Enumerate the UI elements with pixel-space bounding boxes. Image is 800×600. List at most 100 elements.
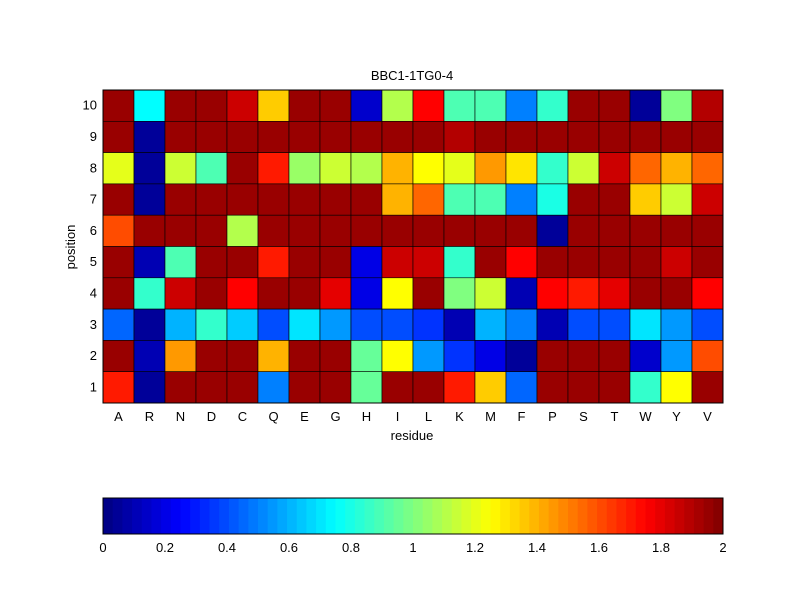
heatmap-cell [412, 371, 445, 404]
heatmap-cell [691, 308, 724, 341]
heatmap-cell [350, 246, 383, 279]
heatmap-cell [691, 277, 724, 310]
heatmap-cell [629, 183, 662, 216]
colorbar-swatch [335, 498, 346, 534]
colorbar-tick-label: 0.6 [280, 540, 298, 555]
heatmap-cell [536, 121, 569, 153]
y-tick-label: 10 [83, 98, 97, 113]
heatmap-cell [536, 246, 569, 279]
colorbar-swatch [655, 498, 666, 534]
heatmap-cell [164, 89, 197, 122]
heatmap-cell [567, 277, 600, 310]
heatmap-cell [133, 183, 166, 216]
heatmap-cell [350, 308, 383, 341]
heatmap-cell [691, 246, 724, 279]
heatmap-cell [691, 214, 724, 247]
heatmap-cell [226, 183, 259, 216]
heatmap-cell [567, 152, 600, 185]
heatmap-cell [629, 246, 662, 279]
colorbar-swatch [287, 498, 298, 534]
heatmap-cell [319, 277, 352, 310]
heatmap-cell [319, 371, 352, 404]
heatmap-cell [443, 371, 476, 404]
colorbar-swatch [538, 498, 550, 534]
colorbar-swatch [461, 498, 472, 534]
heatmap-cell [412, 214, 445, 247]
heatmap-cell [505, 152, 538, 185]
colorbar-tick-label: 1.6 [590, 540, 608, 555]
y-tick-label: 5 [90, 254, 97, 269]
colorbar-swatch [471, 498, 482, 534]
colorbar-swatch [393, 498, 404, 534]
heatmap-cell [133, 121, 166, 153]
colorbar-swatch [606, 498, 617, 534]
heatmap-cell [195, 340, 228, 372]
colorbar-swatch [161, 498, 172, 534]
heatmap-cell [474, 371, 507, 404]
heatmap-cell [536, 340, 569, 372]
heatmap-cell [629, 214, 662, 247]
colorbar-tick-label: 1.4 [528, 540, 546, 555]
colorbar-swatch [170, 498, 181, 534]
heatmap-cell [288, 89, 321, 122]
colorbar-swatch [645, 498, 656, 534]
x-tick-label: P [548, 409, 557, 424]
heatmap-cell [443, 246, 476, 279]
heatmap-cell [412, 340, 445, 372]
heatmap-cell [474, 340, 507, 372]
heatmap-cell [412, 89, 445, 122]
x-tick-label: W [639, 409, 652, 424]
heatmap-cell [691, 183, 724, 216]
x-tick-label: S [579, 409, 588, 424]
heatmap-cell [102, 277, 135, 310]
heatmap-cell [412, 277, 445, 310]
heatmap-cell [505, 277, 538, 310]
heatmap-cell [164, 152, 197, 185]
heatmap-cell [691, 89, 724, 122]
heatmap-cell [288, 246, 321, 279]
heatmap-cell [505, 340, 538, 372]
heatmap-cell [629, 340, 662, 372]
heatmap-cell [288, 121, 321, 153]
heatmap-cell [474, 183, 507, 216]
heatmap-cell [598, 246, 631, 279]
heatmap-cell [257, 246, 290, 279]
heatmap-cell [412, 246, 445, 279]
y-tick-label: 7 [90, 192, 97, 207]
heatmap-cell [474, 121, 507, 153]
heatmap-cell [598, 89, 631, 122]
colorbar-swatch [122, 498, 133, 534]
colorbar-swatch [703, 498, 714, 534]
x-tick-label: H [362, 409, 371, 424]
heatmap-cell [598, 152, 631, 185]
colorbar-swatch [190, 498, 201, 534]
heatmap-cell [133, 371, 166, 404]
colorbar-swatch [296, 498, 307, 534]
heatmap-cell [195, 308, 228, 341]
heatmap-cell [381, 246, 414, 279]
heatmap-cell [164, 246, 197, 279]
heatmap-cell [474, 89, 507, 122]
heatmap-cell [381, 214, 414, 247]
heatmap-cell [381, 277, 414, 310]
heatmap-cell [195, 277, 228, 310]
heatmap-cell [598, 340, 631, 372]
heatmap-cell [536, 152, 569, 185]
heatmap-cell [133, 246, 166, 279]
colorbar-tick-label: 2 [719, 540, 726, 555]
heatmap-cell [288, 183, 321, 216]
colorbar-swatch [664, 498, 675, 534]
heatmap-cell [443, 277, 476, 310]
colorbar-swatch [277, 498, 288, 534]
heatmap-cell [629, 277, 662, 310]
heatmap-cell [567, 214, 600, 247]
heatmap-cell [319, 89, 352, 122]
heatmap-cell [195, 214, 228, 247]
heatmap-cell [226, 340, 259, 372]
heatmap-cell [381, 183, 414, 216]
heatmap-cell [133, 89, 166, 122]
colorbar-swatch [219, 498, 230, 534]
heatmap-cell [257, 89, 290, 122]
